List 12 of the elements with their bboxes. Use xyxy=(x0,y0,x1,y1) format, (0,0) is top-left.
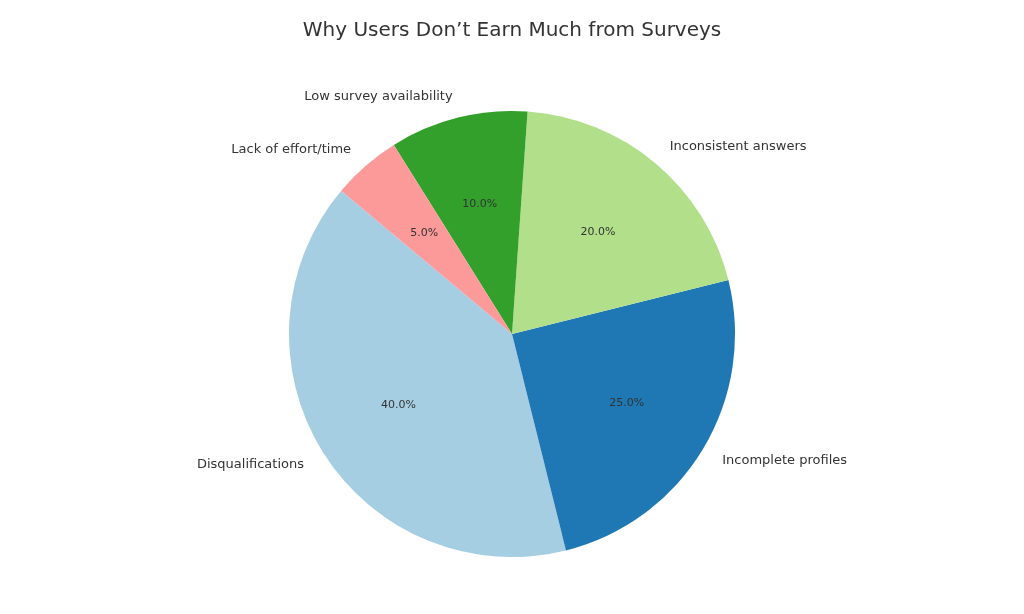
slice-label: Low survey availability xyxy=(304,87,453,103)
slice-label: Inconsistent answers xyxy=(669,138,807,154)
data-label: 20.0% xyxy=(580,224,616,238)
pie-slice xyxy=(393,111,528,334)
data-label: 25.0% xyxy=(609,395,645,409)
data-label: 10.0% xyxy=(462,197,498,211)
data-label: 40.0% xyxy=(381,397,417,411)
slice-label: Lack of effort/time xyxy=(231,140,352,156)
slice-label: Incomplete profiles xyxy=(722,452,848,468)
chart-title: Why Users Don’t Earn Much from Surveys xyxy=(302,17,722,41)
slice-label: Disqualifications xyxy=(196,455,305,471)
data-label: 5.0% xyxy=(410,226,439,240)
